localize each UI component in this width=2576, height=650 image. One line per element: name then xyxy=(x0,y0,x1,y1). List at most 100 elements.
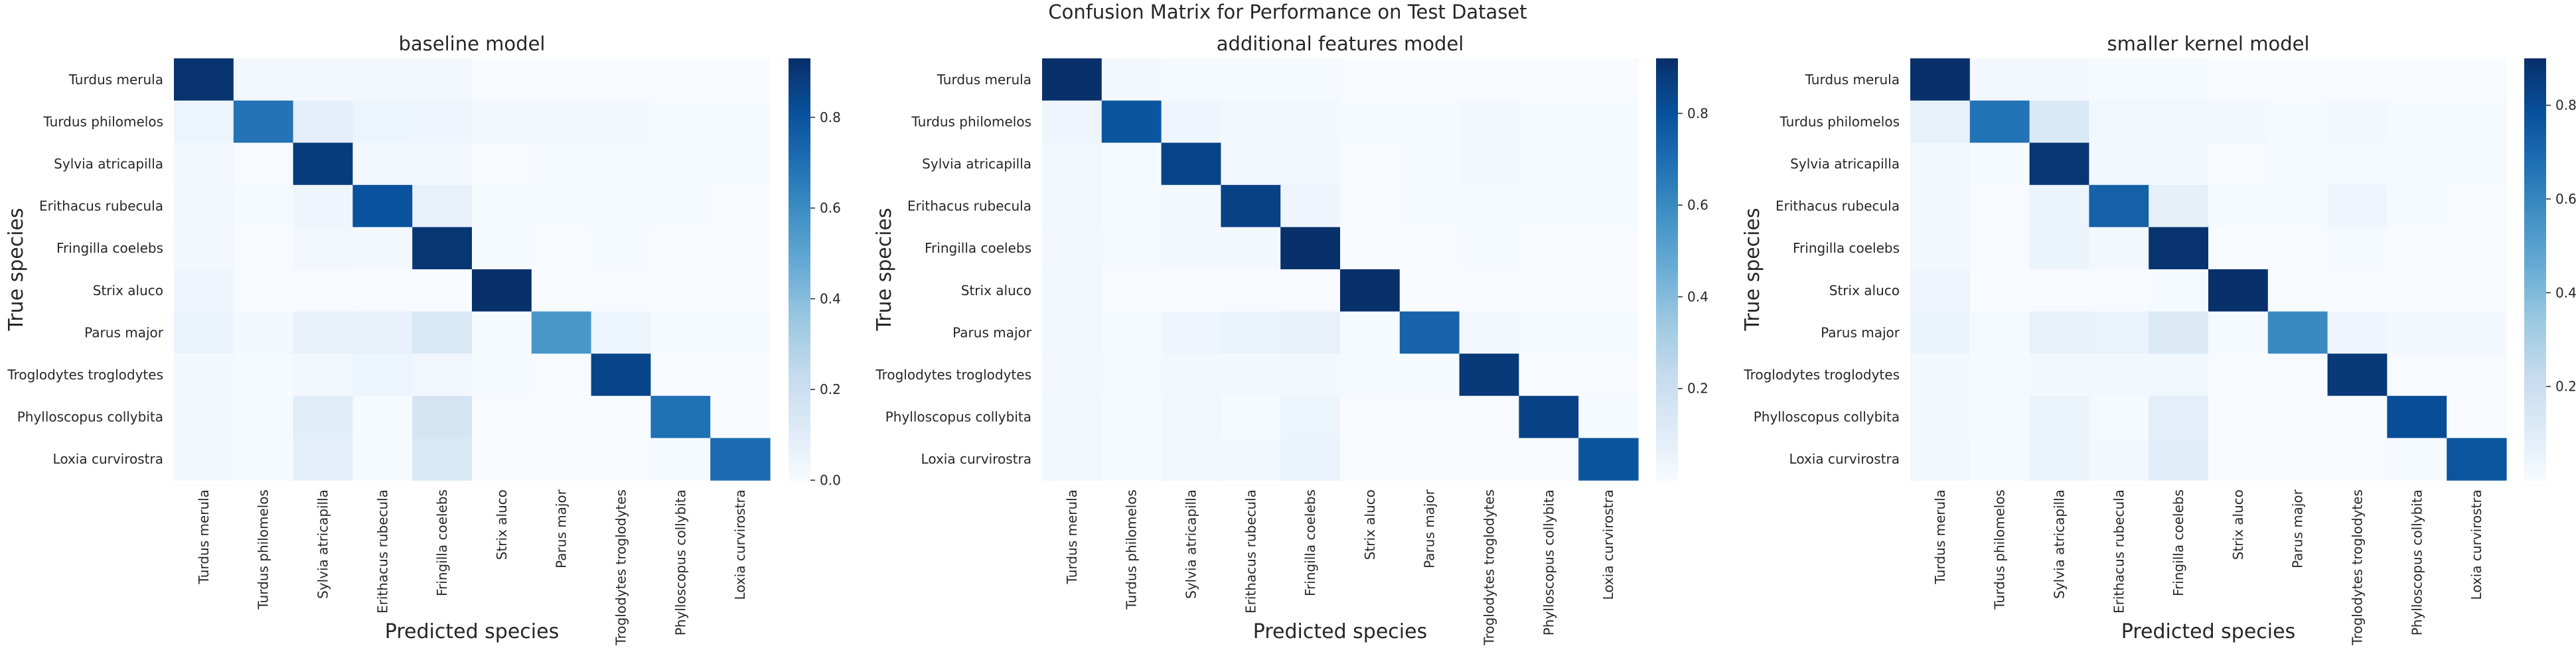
colorbar-segment xyxy=(789,304,810,309)
heatmap-cell xyxy=(2029,438,2089,481)
colorbar-segment xyxy=(2524,125,2546,129)
colorbar-segment xyxy=(2524,346,2546,351)
heatmap-cell xyxy=(1519,311,1579,354)
colorbar-segment xyxy=(789,403,810,407)
heatmap-cell xyxy=(352,143,413,186)
colorbar-segment xyxy=(1656,114,1678,119)
colorbar-segment xyxy=(1656,72,1678,77)
heatmap-cell xyxy=(710,100,771,143)
heatmap-cell xyxy=(293,269,353,312)
colorbar-segment xyxy=(1656,462,1678,467)
colorbar-segment xyxy=(2524,83,2546,88)
colorbar-segment xyxy=(2524,360,2546,365)
heatmap-cell xyxy=(1101,269,1162,312)
colorbar-segment xyxy=(2524,139,2546,143)
heatmap-cell xyxy=(2447,100,2507,143)
colorbar-tick-label: 0.4 xyxy=(2555,285,2576,300)
y-tick-label: Strix aluco xyxy=(961,283,1031,298)
colorbar-segment xyxy=(1656,164,1678,168)
colorbar-segment xyxy=(2524,389,2546,393)
colorbar-segment xyxy=(2524,220,2546,224)
colorbar-segment xyxy=(1656,325,1678,330)
heatmap-cell xyxy=(2089,184,2149,228)
colorbar-segment xyxy=(789,329,810,334)
colorbar-tick-label: 0.2 xyxy=(2555,379,2576,395)
x-tick-label: Sylvia atricapilla xyxy=(315,489,331,599)
colorbar-segment xyxy=(2524,62,2546,66)
heatmap-cell xyxy=(1340,58,1401,101)
colorbar-segment xyxy=(2524,473,2546,478)
colorbar-segment xyxy=(789,375,810,379)
heatmap-cell xyxy=(1161,269,1221,312)
colorbar-segment xyxy=(2524,224,2546,228)
colorbar-segment xyxy=(1656,311,1678,316)
colorbar-segment xyxy=(789,273,810,277)
heatmap-cell xyxy=(2149,227,2209,270)
y-tick-label: Troglodytes troglodytes xyxy=(1743,367,1900,383)
colorbar-segment xyxy=(2524,378,2546,383)
colorbar-segment xyxy=(1656,417,1678,421)
heatmap-cell xyxy=(2208,100,2269,143)
colorbar-segment xyxy=(789,255,810,259)
colorbar-segment xyxy=(1656,340,1678,344)
heatmap-cell xyxy=(2089,311,2149,354)
heatmap-cell xyxy=(1399,354,1460,397)
colorbar-segment xyxy=(2524,413,2546,418)
colorbar-segment xyxy=(789,79,810,84)
colorbar-segment xyxy=(2524,459,2546,464)
colorbar-segment xyxy=(1656,265,1678,270)
heatmap-cell xyxy=(1161,354,1221,397)
y-axis-label: True species xyxy=(1741,208,1764,331)
heatmap-cell xyxy=(531,227,592,270)
heatmap-cell xyxy=(412,58,473,101)
colorbar-segment xyxy=(789,318,810,323)
heatmap-cell xyxy=(1161,58,1221,101)
heatmap-cell xyxy=(591,143,651,186)
heatmap-cell xyxy=(2447,395,2507,438)
heatmap-cell xyxy=(1340,100,1401,143)
heatmap-cell xyxy=(2387,395,2447,438)
heatmap-cell xyxy=(1910,395,1971,438)
colorbar-segment xyxy=(1656,314,1678,319)
x-axis-label: Predicted species xyxy=(1253,620,1427,643)
colorbar-segment xyxy=(789,354,810,358)
colorbar-segment xyxy=(2524,329,2546,334)
colorbar-segment xyxy=(1656,227,1678,231)
colorbar-segment xyxy=(789,58,810,63)
heatmap-cell xyxy=(293,438,353,481)
colorbar-segment xyxy=(2524,332,2546,337)
colorbar-segment xyxy=(1656,192,1678,196)
heatmap-cell xyxy=(1280,354,1341,397)
heatmap-cell xyxy=(1280,184,1341,228)
heatmap-cell xyxy=(352,227,413,270)
heatmap-cell xyxy=(1969,143,2030,186)
colorbar-segment xyxy=(2524,367,2546,372)
colorbar-segment xyxy=(789,367,810,372)
colorbar-segment xyxy=(2524,300,2546,305)
colorbar-segment xyxy=(1656,290,1678,294)
colorbar-segment xyxy=(2524,216,2546,221)
colorbar-segment xyxy=(789,135,810,140)
colorbar-tick-label: 0.8 xyxy=(2555,98,2576,113)
heatmap-cell xyxy=(1910,100,1971,143)
colorbar-segment xyxy=(1656,452,1678,456)
heatmap-cell xyxy=(2327,143,2387,186)
y-tick-label: Turdus philomelos xyxy=(1779,113,1900,129)
heatmap-cell xyxy=(2327,269,2387,312)
colorbar-tick-label: 0.2 xyxy=(1687,381,1708,397)
colorbar-segment xyxy=(2524,343,2546,348)
colorbar-segment xyxy=(2524,462,2546,467)
heatmap-cell xyxy=(472,227,532,270)
heatmap-cell xyxy=(1578,100,1639,143)
colorbar-segment xyxy=(2524,143,2546,147)
y-tick-label: Sylvia atricapilla xyxy=(922,156,1031,172)
heatmap-cell xyxy=(1340,269,1401,312)
colorbar-segment xyxy=(789,389,810,393)
colorbar-segment xyxy=(789,300,810,305)
heatmap-cell xyxy=(2208,184,2269,228)
colorbar-segment xyxy=(1656,385,1678,389)
heatmap-cell xyxy=(2149,184,2209,228)
colorbar-segment xyxy=(2524,399,2546,404)
colorbar-segment xyxy=(1656,220,1678,224)
x-tick-label: Strix aluco xyxy=(494,489,510,560)
